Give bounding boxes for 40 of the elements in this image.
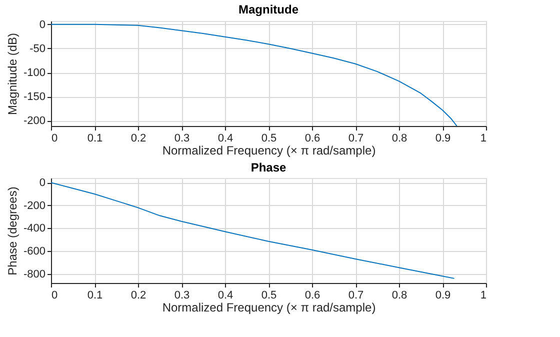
- x-tick-label: 0.3: [174, 132, 190, 144]
- x-tick-label: 0.1: [87, 290, 103, 302]
- x-tick-label: 0.3: [174, 290, 190, 302]
- y-tick-label: -50: [30, 42, 46, 55]
- x-tick-label: 0.4: [218, 290, 234, 302]
- x-tick-label: 0.1: [87, 132, 103, 144]
- y-tick-label: -150: [23, 91, 46, 104]
- y-tick-label: 0: [39, 18, 46, 31]
- line-series: [51, 24, 458, 126]
- x-tick-label: 0.5: [261, 290, 277, 302]
- x-axis-title: Normalized Frequency (× π rad/sample): [162, 300, 376, 314]
- chart-title: Phase: [250, 160, 286, 175]
- x-tick-label: 1: [480, 132, 486, 144]
- x-tick-label: 0.4: [218, 132, 234, 144]
- x-tick-label: 0.7: [348, 290, 364, 302]
- line-series: [51, 182, 455, 279]
- x-tick-label: 0.6: [304, 290, 320, 302]
- x-tick-label: 1: [480, 290, 486, 302]
- x-tick-label: 0.6: [304, 132, 320, 144]
- x-tick-label: 0.2: [130, 132, 146, 144]
- y-tick-label: -200: [23, 115, 46, 128]
- x-tick-label: 0: [52, 132, 58, 144]
- y-axis-title: Phase (degrees): [5, 186, 20, 276]
- x-tick-label: 0.2: [130, 290, 146, 302]
- x-tick-label: 0.8: [392, 290, 408, 302]
- chart-title: Magnitude: [238, 2, 299, 16]
- x-tick-label: 0: [52, 290, 58, 302]
- x-tick-label: 0.7: [348, 132, 364, 144]
- y-tick-label: -600: [23, 246, 46, 258]
- y-tick-label: -200: [23, 200, 46, 212]
- x-tick-label: 0.8: [392, 132, 408, 144]
- x-axis-title: Normalized Frequency (× π rad/sample): [162, 144, 376, 158]
- y-tick-label: -800: [23, 268, 46, 280]
- x-tick-label: 0.5: [261, 132, 277, 144]
- y-tick-label: 0: [39, 177, 46, 190]
- y-tick-label: -100: [23, 67, 46, 80]
- x-tick-label: 0.9: [435, 132, 451, 144]
- y-axis-title: Magnitude (dB): [5, 32, 20, 116]
- x-tick-label: 0.9: [435, 290, 451, 302]
- y-tick-label: -400: [23, 222, 46, 235]
